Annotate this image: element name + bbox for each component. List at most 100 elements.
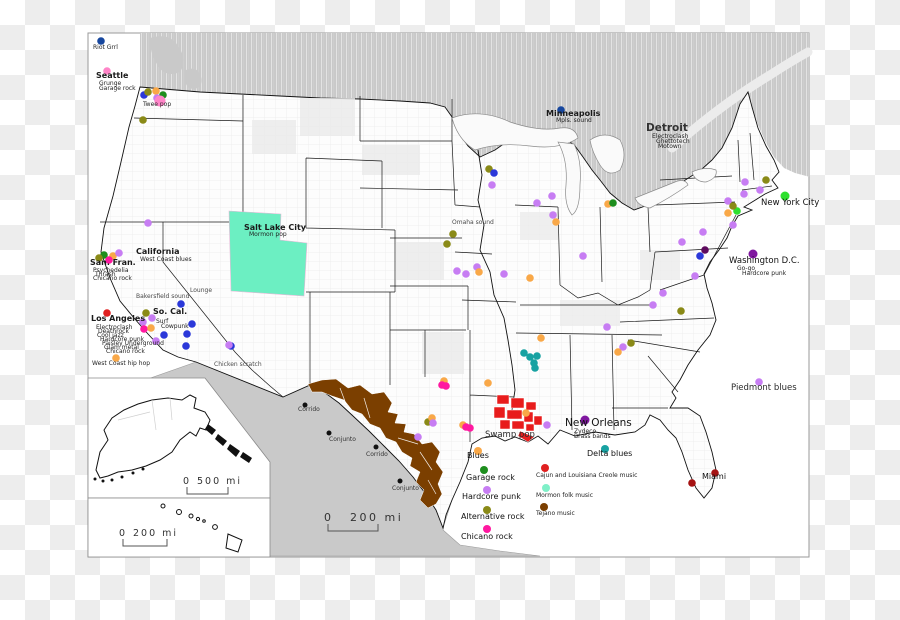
music-scene-dot <box>533 352 541 360</box>
music-scene-dot <box>522 409 530 417</box>
music-scene-dot <box>326 430 332 436</box>
music-scene-dot <box>729 221 737 229</box>
music-scene-dot <box>95 254 103 262</box>
music-scene-dot <box>691 272 699 280</box>
texas-county-lines <box>339 387 437 495</box>
music-scene-dot <box>112 354 120 362</box>
music-scene-dot <box>762 176 770 184</box>
music-scene-dot <box>466 424 474 432</box>
music-scene-dot <box>619 343 627 351</box>
scale-bar <box>327 524 379 532</box>
music-scene-dot <box>115 249 123 257</box>
great-lakes <box>451 113 717 216</box>
music-scene-dot <box>609 199 617 207</box>
music-scene-dot <box>756 186 764 194</box>
music-scene-dot <box>603 323 611 331</box>
music-scene-dot <box>537 334 545 342</box>
music-scene-dot <box>543 421 551 429</box>
music-scene-dot <box>701 246 709 254</box>
music-scene-dot <box>688 479 696 487</box>
music-scene-dot <box>183 330 191 338</box>
music-scene-dot <box>103 67 111 75</box>
music-scene-dot <box>755 378 763 386</box>
music-scene-dot <box>526 353 534 361</box>
music-scene-dot <box>580 415 590 425</box>
st-lawrence-river <box>667 47 813 153</box>
scale-bar <box>122 539 168 547</box>
music-scene-dot <box>140 325 148 333</box>
british-columbia-islands <box>149 36 202 89</box>
music-scene-dot <box>147 324 155 332</box>
music-scene-dot <box>429 419 437 427</box>
scale-bar <box>186 487 229 495</box>
music-scene-dot <box>531 364 539 372</box>
music-scene-dot <box>397 478 403 484</box>
county-shading <box>252 98 680 374</box>
music-scene-dot <box>500 270 508 278</box>
music-scene-dot <box>105 256 113 264</box>
alaska-borough-lines <box>117 397 173 431</box>
us-region <box>100 86 780 530</box>
music-scene-dot <box>699 228 707 236</box>
music-scene-dot <box>449 230 457 238</box>
music-scene-dot <box>177 300 185 308</box>
music-scene-dot <box>373 444 379 450</box>
state-boundaries <box>100 95 773 442</box>
music-scene-dot <box>142 309 150 317</box>
music-scene-dot <box>659 289 667 297</box>
utah-mormon-pop-region <box>228 210 308 297</box>
music-scene-dot <box>488 181 496 189</box>
music-scene-dot <box>144 88 152 96</box>
music-scene-dot <box>741 178 749 186</box>
music-scene-dot <box>152 337 160 345</box>
music-scene-dot <box>614 348 622 356</box>
music-scene-dot <box>579 252 587 260</box>
music-scene-dot <box>475 268 483 276</box>
louisiana-swamp-pop-region <box>493 394 543 443</box>
music-scene-dot <box>144 219 152 227</box>
music-scene-dot <box>443 240 451 248</box>
music-scene-dot <box>724 209 732 217</box>
music-scene-dot <box>225 341 233 349</box>
music-scene-dot <box>780 191 790 201</box>
music-scene-dot <box>490 169 498 177</box>
music-scene-dot <box>678 238 686 246</box>
music-scene-dot <box>103 309 111 317</box>
music-scene-dot <box>484 379 492 387</box>
music-scene-dot <box>414 433 422 441</box>
music-scene-dot <box>160 331 168 339</box>
music-scene-dot <box>552 218 560 226</box>
music-scene-dot <box>139 318 147 326</box>
music-scene-dot <box>548 192 556 200</box>
music-scene-dot <box>533 199 541 207</box>
music-scene-dots <box>95 37 790 487</box>
music-scene-dot <box>526 274 534 282</box>
music-scene-dot <box>97 37 105 45</box>
music-scene-dot <box>729 202 737 210</box>
scale-bars <box>122 487 379 547</box>
hawaii-inset-box <box>87 497 271 558</box>
music-scene-dot <box>677 307 685 315</box>
music-scene-dot <box>740 190 748 198</box>
music-scene-dot <box>748 249 758 259</box>
music-scene-dot <box>154 95 166 107</box>
music-scene-dot <box>711 469 719 477</box>
mississippi-river <box>477 149 516 411</box>
music-scene-dot <box>442 382 450 390</box>
music-scene-dot <box>139 116 147 124</box>
music-scene-dot <box>462 270 470 278</box>
music-scene-dot <box>627 339 635 347</box>
music-scene-dot <box>453 267 461 275</box>
music-scene-dot <box>724 197 732 205</box>
music-scene-dot <box>520 349 528 357</box>
alaska-panhandle-islands <box>93 424 252 483</box>
music-scene-dot <box>302 402 308 408</box>
hawaii-islands <box>160 503 243 553</box>
music-scene-dot <box>152 87 160 95</box>
music-scene-dot <box>182 342 190 350</box>
music-scene-dot <box>649 301 657 309</box>
music-scene-dot <box>549 211 557 219</box>
music-scene-dot <box>696 252 704 260</box>
